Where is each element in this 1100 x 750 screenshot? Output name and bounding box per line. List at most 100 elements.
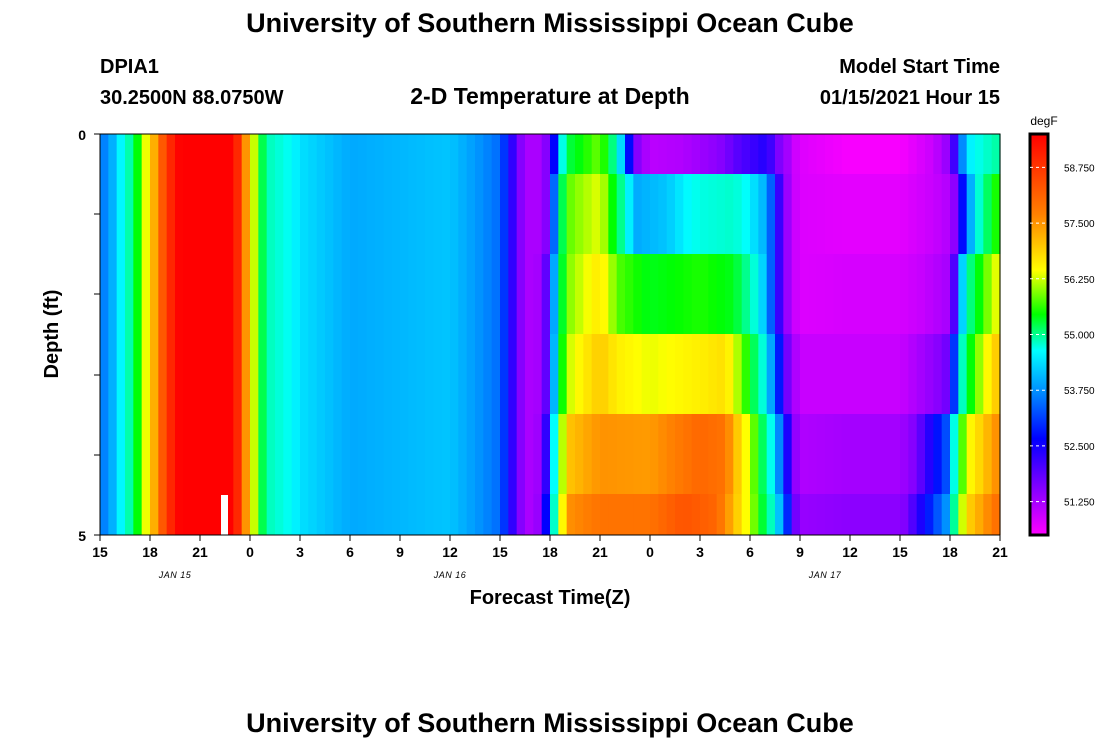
heatmap-cell (141, 134, 151, 174)
heatmap-cell (258, 254, 268, 334)
heatmap-cell (691, 334, 701, 414)
x-tick-label: 0 (646, 544, 654, 560)
heatmap-cell (758, 254, 768, 334)
heatmap-cell (866, 254, 876, 334)
heatmap-cell (941, 414, 951, 494)
heatmap-cell (491, 174, 501, 254)
heatmap-cell (900, 494, 909, 535)
heatmap-cell (341, 494, 351, 535)
heatmap-cell (558, 494, 568, 535)
heatmap-cell (683, 254, 693, 334)
heatmap-cell (991, 254, 1001, 334)
heatmap-cell (825, 174, 834, 254)
heatmap-cell (541, 414, 551, 494)
heatmap-cell (266, 414, 276, 494)
heatmap-cell (658, 494, 668, 535)
heatmap-cell (641, 414, 651, 494)
heatmap-cell (441, 254, 451, 334)
heatmap-cell (308, 134, 318, 174)
heatmap-cell (175, 414, 184, 494)
heatmap-cell (791, 174, 801, 254)
heatmap-cell (875, 134, 884, 174)
heatmap-cell (150, 174, 159, 254)
heatmap-cell (533, 414, 543, 494)
heatmap-cell (216, 254, 226, 334)
heatmap-cell (650, 414, 659, 494)
heatmap-cell (691, 494, 701, 535)
heatmap-cell (833, 254, 843, 334)
heatmap-cell (591, 334, 601, 414)
heatmap-cell (891, 494, 901, 535)
heatmap-cell (283, 414, 293, 494)
heatmap-cell (841, 174, 851, 254)
heatmap-cell (300, 254, 309, 334)
heatmap-cell (541, 494, 551, 535)
heatmap-cell (466, 414, 476, 494)
heatmap-cell (450, 254, 459, 334)
heatmap-cell (266, 494, 276, 535)
heatmap-cell (516, 174, 526, 254)
heatmap-cell (883, 254, 893, 334)
heatmap-cell (450, 334, 459, 414)
heatmap-cell (258, 414, 268, 494)
heatmap-cell (333, 254, 343, 334)
heatmap-cell (208, 334, 218, 414)
heatmap-cell (816, 334, 826, 414)
heatmap-cell (116, 334, 126, 414)
heatmap-cell (733, 494, 743, 535)
heatmap-cell (158, 414, 168, 494)
heatmap-cell (975, 134, 984, 174)
heatmap-cell (841, 334, 851, 414)
heatmap-cell (966, 494, 976, 535)
heatmap-cell (525, 334, 534, 414)
heatmap-cell (416, 334, 426, 414)
model-start-label: Model Start Time (839, 56, 1000, 78)
heatmap-cell (958, 414, 968, 494)
heatmap-cell (475, 174, 484, 254)
heatmap-cell (425, 254, 434, 334)
heatmap-cell (341, 174, 351, 254)
heatmap-cell (625, 254, 634, 334)
heatmap-cell (400, 174, 409, 254)
heatmap-cell (625, 414, 634, 494)
heatmap-cell (225, 494, 234, 535)
heatmap-cell (283, 334, 293, 414)
heatmap-cell (316, 494, 326, 535)
heatmap-cell (275, 414, 284, 494)
heatmap-cell (316, 254, 326, 334)
date-label: JAN 16 (433, 570, 467, 580)
heatmap-cell (608, 334, 618, 414)
heatmap-cell (766, 414, 776, 494)
heatmap-cell (833, 414, 843, 494)
x-tick-label: 15 (892, 544, 908, 560)
heatmap-cell (666, 254, 676, 334)
heatmap-cell (216, 334, 226, 414)
heatmap-cell (391, 254, 401, 334)
heatmap-cell (941, 254, 951, 334)
heatmap-cell (883, 494, 893, 535)
heatmap-cell (691, 134, 701, 174)
colorbar-tick-label: 51.250 (1064, 498, 1095, 509)
heatmap-cell (275, 334, 284, 414)
heatmap-cell (150, 494, 159, 535)
heatmap-cell (775, 254, 784, 334)
heatmap-cell (908, 494, 918, 535)
heatmap-cell (725, 174, 734, 254)
heatmap-cell (133, 334, 143, 414)
heatmap-cell (466, 134, 476, 174)
heatmap-cell (850, 414, 859, 494)
heatmap-cell (350, 334, 359, 414)
heatmap-cell (333, 494, 343, 535)
heatmap-cell (600, 414, 609, 494)
heatmap-cell (200, 134, 209, 174)
heatmap-cell (200, 494, 209, 535)
heatmap-cell (816, 494, 826, 535)
heatmap-cell (633, 494, 643, 535)
heatmap-cell (966, 334, 976, 414)
heatmap-cell (775, 174, 784, 254)
heatmap-cell (783, 414, 793, 494)
heatmap-cell (550, 414, 559, 494)
heatmap-cell (483, 174, 493, 254)
heatmap-cell (858, 174, 868, 254)
heatmap-cell (558, 414, 568, 494)
